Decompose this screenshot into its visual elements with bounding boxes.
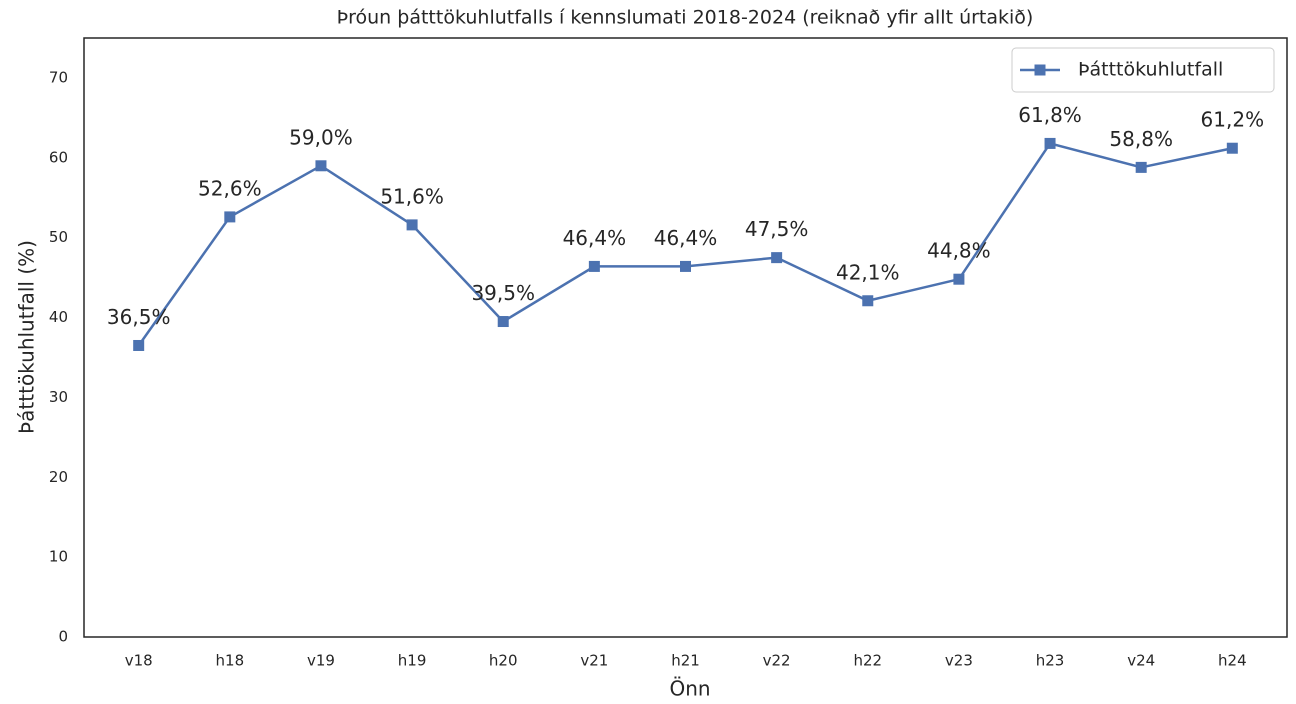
- marker: [497, 316, 509, 328]
- value-label: 58,8%: [1109, 127, 1173, 151]
- y-tick-label: 0: [58, 628, 68, 646]
- marker: [862, 295, 874, 307]
- y-tick-label: 60: [49, 148, 68, 166]
- marker: [315, 160, 327, 172]
- y-tick-label: 20: [49, 468, 68, 486]
- value-label: 46,4%: [563, 226, 627, 250]
- y-axis-label: Þátttökuhlutfall (%): [15, 240, 39, 434]
- x-tick-label: v19: [307, 652, 335, 670]
- marker: [771, 252, 783, 264]
- value-label: 51,6%: [380, 184, 444, 208]
- marker: [953, 273, 965, 285]
- x-tick-label: v18: [125, 652, 153, 670]
- marker: [1226, 142, 1238, 154]
- x-tick-label: h20: [489, 652, 518, 670]
- value-label: 44,8%: [927, 239, 991, 263]
- value-label: 47,5%: [745, 217, 809, 241]
- marker: [133, 339, 145, 351]
- marker: [1044, 137, 1056, 149]
- value-label: 46,4%: [654, 226, 718, 250]
- value-label: 59,0%: [289, 125, 353, 149]
- value-label: 52,6%: [198, 176, 262, 200]
- marker: [1135, 161, 1147, 173]
- x-tick-label: v24: [1127, 652, 1155, 670]
- plot-frame: [83, 37, 1288, 638]
- marker: [224, 211, 236, 223]
- legend-box: [1011, 47, 1275, 93]
- x-tick-label: h22: [853, 652, 882, 670]
- value-label: 61,8%: [1018, 103, 1082, 127]
- x-tick-label: v23: [945, 652, 973, 670]
- value-label: 42,1%: [836, 260, 900, 284]
- x-tick-label: h23: [1036, 652, 1065, 670]
- chart-title: Þróun þátttökuhlutfalls í kennslumati 20…: [337, 7, 1034, 29]
- y-tick-label: 50: [49, 228, 68, 246]
- marker: [680, 260, 691, 272]
- x-tick-label: h19: [398, 652, 427, 670]
- x-tick-label: h18: [216, 652, 245, 670]
- legend-marker: [1034, 64, 1046, 76]
- x-axis-label: Önn: [669, 677, 710, 701]
- x-tick-label: h24: [1218, 652, 1247, 670]
- y-tick-label: 40: [49, 308, 68, 326]
- x-tick-label: v22: [763, 652, 791, 670]
- y-tick-label: 70: [49, 68, 68, 86]
- x-tick-label: h21: [671, 652, 700, 670]
- value-label: 61,2%: [1201, 108, 1265, 132]
- value-label: 39,5%: [471, 281, 535, 305]
- y-tick-label: 30: [49, 388, 68, 406]
- x-tick-label: v21: [580, 652, 608, 670]
- y-tick-label: 10: [49, 548, 68, 566]
- value-label: 36,5%: [107, 305, 171, 329]
- legend-label: Þátttökuhlutfall: [1078, 59, 1223, 81]
- marker: [588, 260, 600, 272]
- marker: [406, 219, 418, 231]
